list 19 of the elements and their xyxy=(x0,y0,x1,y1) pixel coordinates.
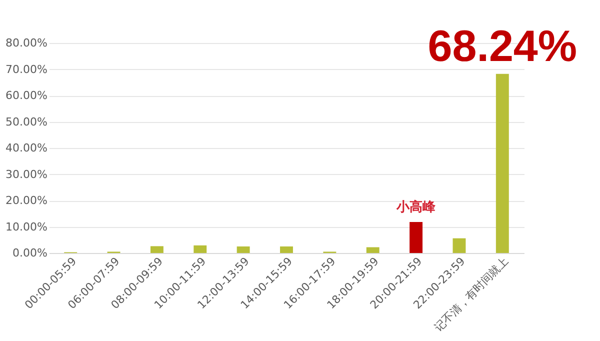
y-tick-label: 60.00% xyxy=(6,89,48,102)
y-tick-label: 30.00% xyxy=(6,168,48,181)
y-tick-label: 0.00% xyxy=(12,246,48,260)
data-label: 68.24% xyxy=(428,22,578,71)
y-tick-label: 70.00% xyxy=(6,62,48,76)
bar xyxy=(150,246,164,253)
y-tick-label: 80.00% xyxy=(6,36,48,50)
y-tick-label: 10.00% xyxy=(6,220,48,234)
annotation: 小高峰 xyxy=(396,199,437,216)
bar xyxy=(496,74,509,253)
y-tick-label: 40.00% xyxy=(6,142,48,154)
y-tick-label: 20.00% xyxy=(6,194,48,207)
bar xyxy=(366,247,380,253)
bar xyxy=(194,245,207,253)
bar xyxy=(236,246,250,253)
bar xyxy=(280,246,293,253)
bar xyxy=(452,238,466,253)
y-tick-label: 50.00% xyxy=(6,115,48,128)
bar xyxy=(410,222,423,253)
